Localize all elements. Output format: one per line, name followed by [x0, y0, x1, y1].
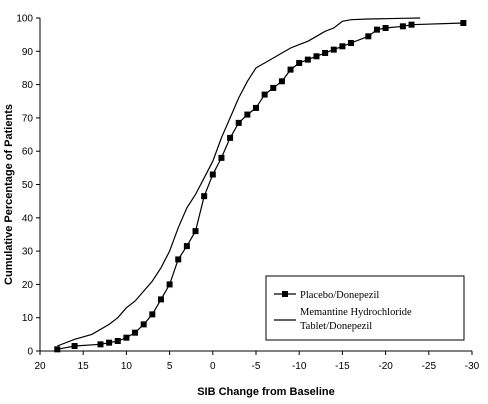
legend-marker — [282, 291, 288, 297]
data-point — [209, 171, 216, 178]
data-point — [166, 281, 173, 288]
x-tick-label: -20 — [378, 361, 393, 372]
x-axis-ticks: 20 15 10 5 0 -5 -10 -15 -20 -25 -30 — [34, 351, 480, 372]
x-tick-label: 5 — [167, 361, 173, 372]
x-tick-label: -25 — [422, 361, 437, 372]
series-layer — [54, 17, 467, 353]
data-point — [460, 19, 467, 26]
data-point — [71, 343, 78, 350]
y-tick-label: 0 — [27, 347, 33, 358]
y-tick-label: 100 — [16, 14, 33, 25]
y-tick-label: 80 — [22, 80, 34, 91]
y-tick-label: 10 — [22, 313, 34, 324]
legend-box — [265, 275, 465, 341]
data-point — [140, 321, 147, 328]
legend-item: Memantine Hydrochloride Tablet/Donepezil — [274, 307, 412, 332]
data-point — [106, 339, 113, 346]
y-tick-label: 40 — [22, 213, 34, 224]
data-point — [382, 24, 389, 31]
x-tick-label: -5 — [252, 361, 261, 372]
data-point — [330, 46, 337, 53]
data-point — [235, 119, 242, 126]
legend-label: Memantine Hydrochloride — [300, 307, 412, 318]
x-tick-label: -30 — [465, 361, 480, 372]
data-point — [192, 228, 199, 235]
data-point — [149, 311, 156, 318]
x-tick-label: -15 — [335, 361, 350, 372]
data-point — [114, 338, 121, 345]
data-point — [132, 329, 139, 336]
data-point — [399, 23, 406, 30]
data-point — [365, 33, 372, 40]
x-tick-label: 10 — [121, 361, 133, 372]
data-point — [278, 78, 285, 85]
y-tick-label: 20 — [22, 280, 34, 291]
data-point — [339, 43, 346, 50]
data-point — [287, 66, 294, 73]
data-point — [304, 56, 311, 63]
x-tick-label: 15 — [78, 361, 90, 372]
data-point — [157, 296, 164, 303]
y-axis-ticks: 0 10 20 30 40 50 60 70 80 90 100 — [16, 14, 40, 358]
x-tick-label: 20 — [34, 361, 46, 372]
legend-label: Placebo/Donepezil — [300, 290, 379, 301]
data-point — [253, 104, 259, 111]
y-tick-label: 30 — [22, 247, 34, 258]
series-1 — [57, 17, 421, 347]
x-tick-label: 0 — [210, 361, 216, 372]
data-point — [373, 26, 380, 33]
data-point — [97, 341, 104, 348]
x-tick-label: -10 — [292, 361, 307, 372]
y-tick-label: 90 — [22, 47, 34, 58]
data-point — [270, 84, 277, 91]
data-point — [296, 59, 303, 66]
legend: Placebo/Donepezil Memantine Hydrochloride… — [265, 275, 465, 341]
data-point — [244, 111, 251, 118]
y-axis-title: Cumulative Percentage of Patients — [3, 104, 15, 285]
data-point — [218, 154, 225, 161]
data-point — [313, 53, 320, 60]
series-0 — [54, 19, 467, 353]
legend-label: Tablet/Donepezil — [300, 321, 372, 332]
data-point — [261, 91, 268, 98]
data-point — [408, 21, 415, 28]
data-point — [227, 134, 234, 141]
data-point — [123, 334, 130, 341]
data-point — [348, 39, 355, 46]
y-tick-label: 60 — [22, 147, 34, 158]
series-line — [57, 17, 421, 347]
y-tick-label: 70 — [22, 113, 34, 124]
data-point — [201, 193, 208, 200]
legend-item: Placebo/Donepezil — [274, 290, 379, 301]
data-point — [54, 346, 61, 353]
data-point — [175, 256, 182, 263]
data-point — [322, 49, 329, 56]
data-point — [183, 243, 190, 250]
y-tick-label: 50 — [22, 180, 34, 191]
x-axis-title: SIB Change from Baseline — [197, 386, 335, 398]
